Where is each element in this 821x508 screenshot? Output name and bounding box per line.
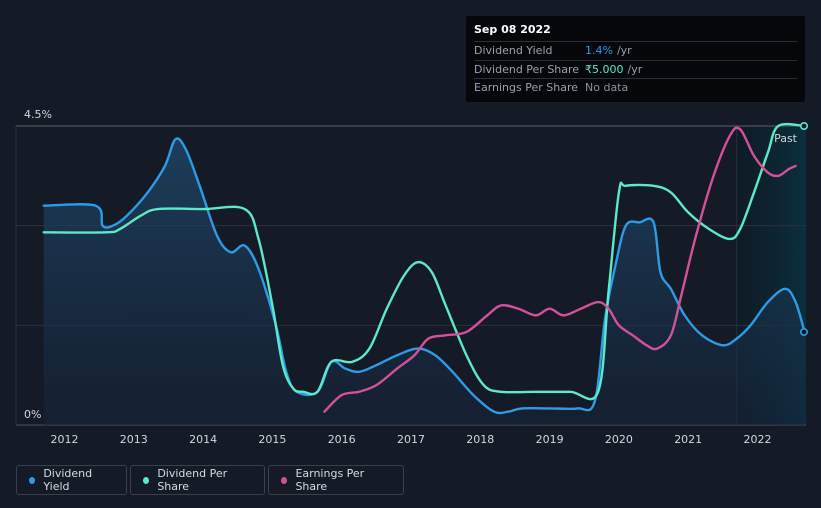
tooltip-value: ₹5.000: [585, 62, 624, 76]
legend-dot-icon: [29, 476, 36, 484]
tooltip-label: Dividend Per Share: [474, 62, 580, 76]
tooltip-date: Sep 08 2022: [474, 23, 551, 36]
legend-label: Dividend Per Share: [157, 467, 228, 493]
x-tick-label: 2021: [674, 433, 702, 446]
x-tick-label: 2018: [466, 433, 494, 446]
dividend-yield-end-marker: [799, 327, 808, 336]
tooltip-row-dividend-yield: Dividend Yield 1.4%/yr: [474, 41, 797, 60]
earnings-per-share-line: [323, 126, 797, 413]
legend-dot-icon: [281, 476, 288, 484]
x-tick-label: 2020: [605, 433, 633, 446]
tooltip-value: 1.4%: [585, 44, 613, 57]
tooltip-unit: /yr: [616, 44, 632, 57]
x-tick-label: 2016: [328, 433, 356, 446]
tooltip-panel: Sep 08 2022 Dividend Yield 1.4%/yr Divid…: [466, 16, 805, 102]
x-tick-label: 2012: [51, 433, 79, 446]
x-tick-label: 2019: [536, 433, 564, 446]
past-label: Past: [774, 132, 798, 145]
tooltip-value: No data: [585, 81, 629, 94]
legend-label: Earnings Per Share: [295, 467, 365, 493]
tooltip-label: Earnings Per Share: [474, 81, 579, 94]
dividend-per-share-end-marker: [799, 122, 808, 131]
tooltip-value-group: ₹5.000/yr: [585, 61, 642, 79]
tooltip-value-group: 1.4%/yr: [585, 42, 632, 60]
x-tick-label: 2015: [258, 433, 286, 446]
legend-label: Dividend Yield: [43, 467, 93, 493]
x-tick-label: 2014: [189, 433, 217, 446]
tooltip-label: Dividend Yield: [474, 44, 553, 57]
legend-item-dividend-yield[interactable]: Dividend Yield: [16, 465, 127, 495]
x-tick-label: 2022: [743, 433, 771, 446]
tooltip-row-earnings-per-share: Earnings Per Share No data: [474, 78, 797, 97]
dividend-yield-line: [42, 137, 806, 415]
tooltip-unit: /yr: [627, 62, 643, 76]
tooltip-row-dividend-per-share: Dividend Per Share ₹5.000/yr: [474, 59, 797, 79]
y-tick-label: 0%: [24, 408, 41, 421]
x-tick-label: 2013: [120, 433, 148, 446]
x-tick-label: 2017: [397, 433, 425, 446]
tooltip-value-group: No data: [585, 79, 632, 97]
legend-item-earnings-per-share[interactable]: Earnings Per Share: [268, 465, 404, 495]
legend-dot-icon: [143, 476, 150, 484]
dividend-per-share-line: [42, 122, 806, 401]
y-tick-label: 4.5%: [24, 108, 52, 121]
legend-item-dividend-per-share[interactable]: Dividend Per Share: [130, 465, 265, 495]
dividend-yield-area: [43, 138, 805, 425]
